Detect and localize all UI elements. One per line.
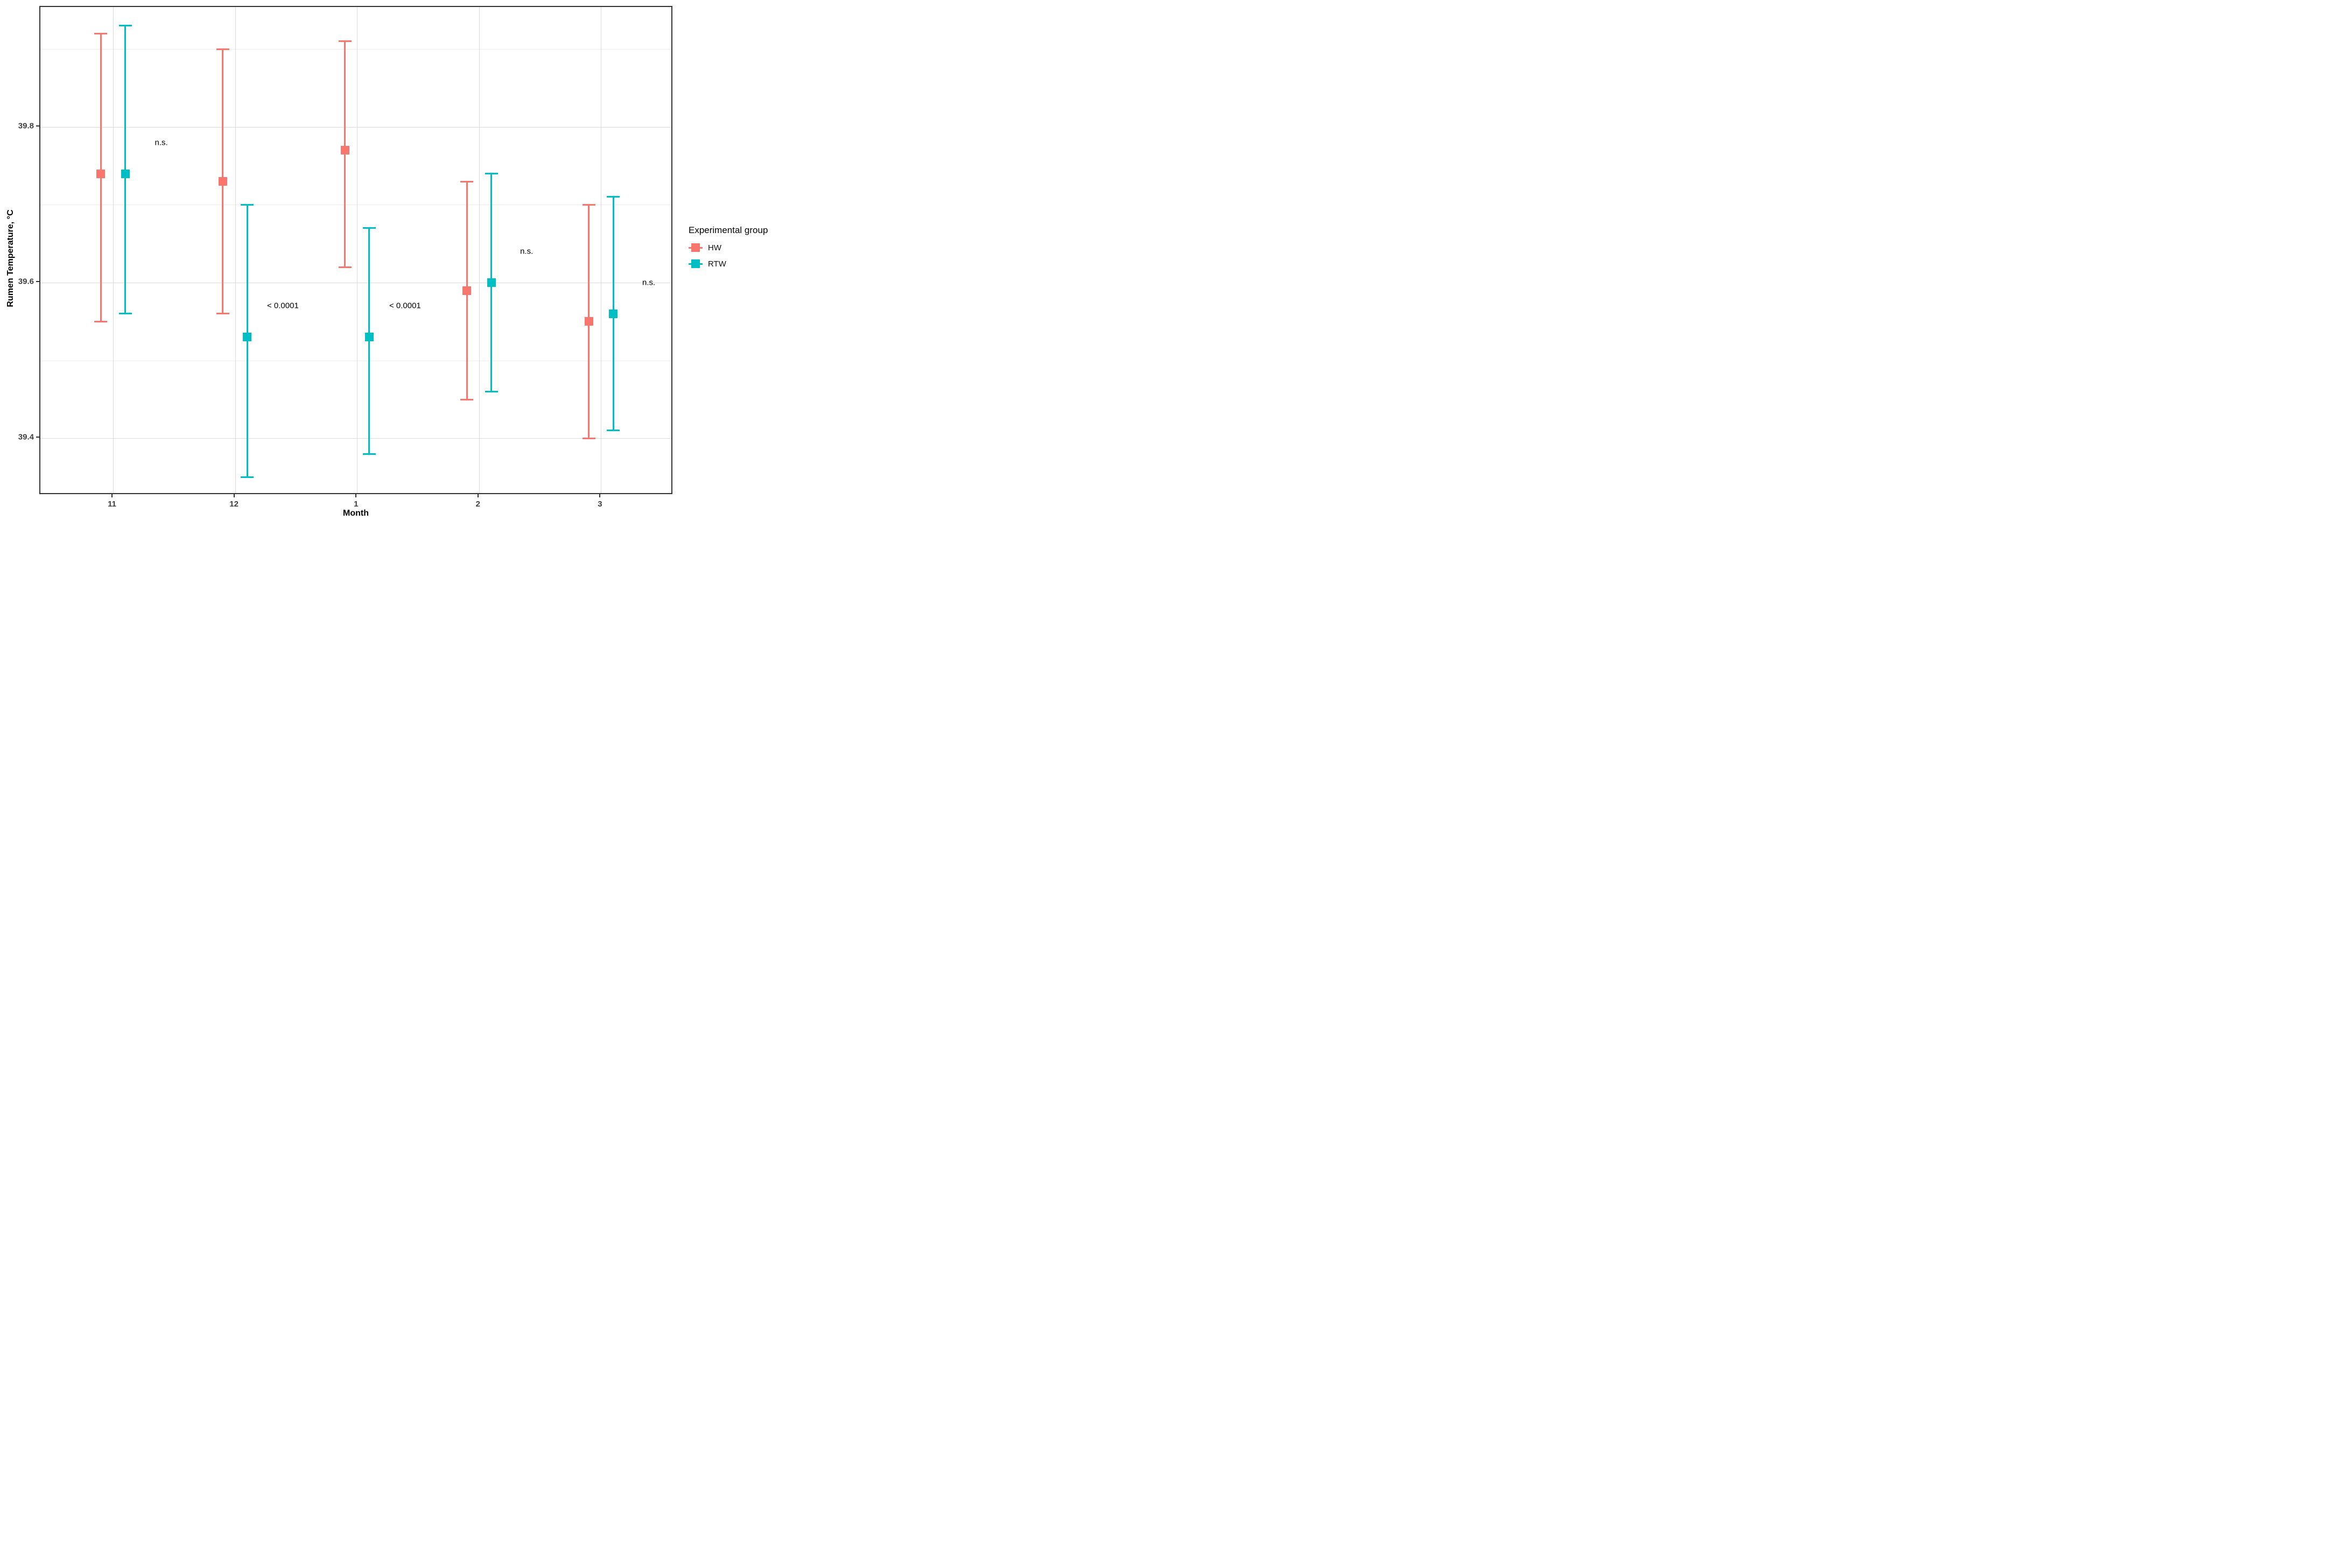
annotation-3: < 0.0001: [389, 301, 421, 311]
gridline-x-month-12: [235, 7, 236, 493]
y-tick-mark-39.6: [36, 281, 39, 283]
errorbar-cap-top-rtw-month-2: [485, 173, 498, 175]
errorbar-cap-top-hw-month-11: [94, 32, 108, 34]
hw-pointrange-key-icon: [689, 243, 703, 252]
x-tick-label-11: 11: [108, 500, 116, 509]
annotation-5: n.s.: [642, 278, 656, 287]
point-mean-rtw-month-12: [243, 333, 252, 342]
legend-title: Experimental group: [689, 225, 768, 235]
errorbar-cap-top-rtw-month-3: [607, 196, 620, 198]
errorbar-cap-bottom-hw-month-1: [338, 266, 352, 268]
errorbar-cap-top-rtw-month-11: [118, 25, 132, 27]
errorbar-cap-top-rtw-month-1: [362, 227, 376, 229]
plot-panel: n.s. < 0.0001 < 0.0001 n.s. n.s.: [39, 6, 672, 494]
errorbar-cap-bottom-rtw-month-2: [485, 391, 498, 393]
point-mean-hw-month-11: [96, 169, 106, 178]
errorbar-cap-bottom-hw-month-11: [94, 320, 108, 322]
errorbar-cap-top-rtw-month-12: [241, 203, 254, 206]
point-mean-rtw-month-11: [121, 169, 130, 178]
errorbar-cap-bottom-hw-month-3: [582, 437, 595, 439]
errorbar-cap-bottom-rtw-month-3: [607, 430, 620, 432]
x-tick-label-12: 12: [229, 500, 238, 509]
point-mean-hw-month-3: [584, 317, 593, 326]
errorbar-cap-top-hw-month-3: [582, 203, 595, 206]
errorbar-cap-bottom-hw-month-12: [216, 313, 229, 315]
errorbar-cap-bottom-hw-month-2: [460, 398, 474, 400]
x-tick-mark-2: [477, 494, 479, 497]
legend-entry-rtw: RTW: [689, 259, 768, 269]
errorbar-cap-top-hw-month-1: [338, 40, 352, 43]
errorbar-cap-bottom-rtw-month-12: [241, 476, 254, 479]
legend-label-hw: HW: [708, 243, 721, 252]
pointrange-chart-figure: Rumen Temperature, °C n.s. < 0.0001 < 0.00…: [0, 0, 782, 523]
x-tick-mark-11: [111, 494, 113, 497]
point-mean-rtw-month-1: [364, 333, 374, 342]
gridline-major-y-39.8: [40, 126, 671, 128]
annotation-1: n.s.: [155, 138, 168, 147]
legend: Experimental group HW RTW: [689, 225, 768, 276]
x-tick-label-1: 1: [354, 500, 359, 509]
legend-label-rtw: RTW: [708, 259, 726, 269]
x-tick-mark-1: [355, 494, 357, 497]
errorbar-cap-top-hw-month-12: [216, 48, 229, 50]
rtw-pointrange-key-icon: [689, 259, 703, 268]
errorbar-cap-bottom-rtw-month-1: [362, 453, 376, 455]
x-tick-mark-3: [599, 494, 601, 497]
gridline-minor-y-39.9: [40, 49, 671, 50]
y-tick-label-39.4: 39.4: [18, 432, 34, 442]
x-tick-label-3: 3: [598, 500, 602, 509]
y-tick-mark-39.8: [36, 125, 39, 126]
errorbar-cap-top-hw-month-2: [460, 180, 474, 182]
gridline-major-y-39.4: [40, 438, 671, 439]
y-tick-label-39.8: 39.8: [18, 121, 34, 131]
x-tick-mark-12: [233, 494, 235, 497]
y-axis-title: Rumen Temperature, °C: [6, 209, 15, 307]
point-mean-rtw-month-3: [609, 309, 618, 318]
point-mean-hw-month-2: [462, 286, 472, 295]
hw-key-square: [691, 243, 700, 252]
gridline-x-month-2: [479, 7, 480, 493]
gridline-x-month-11: [113, 7, 114, 493]
rtw-key-square: [691, 259, 700, 268]
annotation-2: < 0.0001: [267, 301, 299, 311]
legend-entry-hw: HW: [689, 243, 768, 252]
point-mean-hw-month-1: [340, 146, 349, 155]
x-tick-label-2: 2: [475, 500, 481, 509]
x-axis-title: Month: [343, 509, 369, 518]
y-tick-mark-39.4: [36, 437, 39, 438]
errorbar-cap-bottom-rtw-month-11: [118, 313, 132, 315]
point-mean-rtw-month-2: [487, 278, 496, 287]
y-tick-label-39.6: 39.6: [18, 277, 34, 286]
point-mean-hw-month-12: [218, 177, 227, 186]
annotation-4: n.s.: [520, 247, 534, 256]
